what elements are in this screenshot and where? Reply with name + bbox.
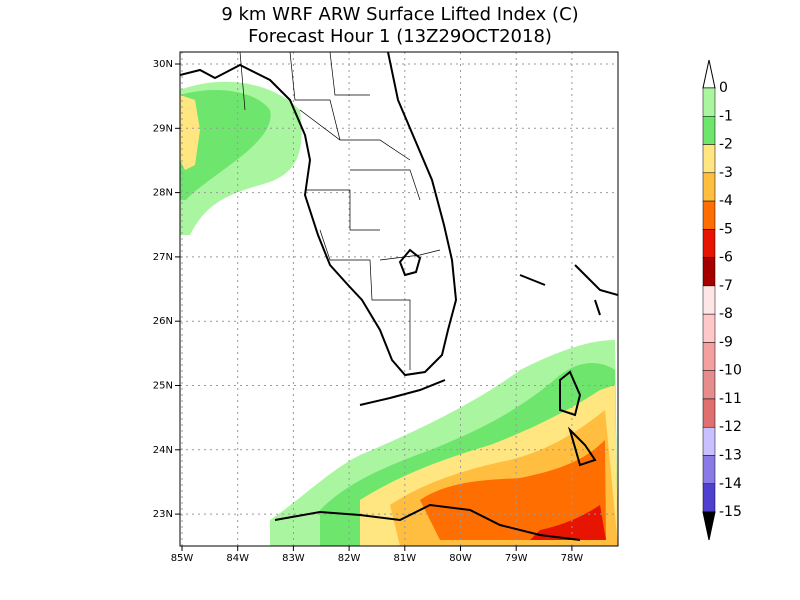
lat-tick-label: 29N	[153, 123, 173, 134]
coastlines	[180, 52, 618, 541]
colorbar-box	[702, 285, 716, 315]
colorbar-label: -5	[719, 221, 733, 237]
colorbar-box	[702, 313, 716, 343]
lat-tick-label: 24N	[153, 445, 173, 456]
colorbar-label: 0	[719, 80, 728, 96]
colorbar-label: -1	[719, 108, 733, 124]
colorbar-box	[702, 144, 716, 174]
colorbar-label: -11	[719, 391, 742, 407]
lon-tick-label: 82W	[338, 553, 361, 564]
colorbar-box	[702, 455, 716, 485]
colorbar-label: -15	[719, 504, 742, 520]
colorbar-label: -7	[719, 278, 733, 294]
lon-tick-label: 85W	[171, 553, 194, 564]
colorbar-box	[702, 229, 716, 258]
map-frame	[179, 51, 619, 547]
lon-tick-label: 78W	[561, 553, 584, 564]
colorbar-label: -6	[719, 250, 733, 266]
lat-tick-label: 23N	[153, 509, 173, 520]
lat-tick-label: 26N	[153, 316, 173, 327]
lon-tick-label: 84W	[226, 553, 249, 564]
colorbar-box	[702, 370, 716, 400]
map: 30N 29N 28N 27N 26N 25N 24N 23N 85W 84W 83W 82W 81W 8…	[153, 51, 619, 564]
title-line: Forecast Hour 1 (13Z29OCT2018)	[248, 26, 552, 47]
colorbar-label: -2	[719, 137, 733, 153]
colorbar-label: -3	[719, 165, 733, 181]
colorbar-box	[702, 200, 716, 230]
colorbar-box	[702, 483, 716, 513]
colorbar-box	[702, 116, 716, 145]
colorbar-label: -9	[719, 334, 733, 350]
lon-tick-label: 81W	[393, 553, 416, 564]
title-line: 9 km WRF ARW Surface Lifted Index (C)	[221, 4, 578, 25]
colorbar-label: -13	[719, 448, 742, 464]
colorbar-label: -10	[719, 363, 742, 379]
colorbar-box	[702, 257, 716, 287]
colorbar-label: -14	[719, 476, 742, 492]
colorbar: 0 -1 -2 -3 -4 -5 -6 -7 -8 -9 -10 -11 -12 -13 -14 -15	[702, 59, 742, 541]
colorbar-box	[702, 172, 716, 202]
colorbar-label: -8	[719, 306, 733, 322]
colorbar-box	[702, 398, 716, 428]
colorbar-box	[702, 342, 716, 371]
lat-tick-label: 28N	[153, 188, 173, 199]
grid: 30N 29N 28N 27N 26N 25N 24N 23N 85W 84W 83W 82W 81W 8…	[153, 52, 618, 564]
lat-tick-label: 25N	[153, 381, 173, 392]
colorbar-label: -4	[719, 193, 733, 209]
shading	[180, 81, 618, 546]
lat-tick-label: 27N	[153, 252, 173, 263]
colorbar-under	[702, 511, 716, 541]
colorbar-label: -12	[719, 419, 742, 435]
lat-tick-label: 30N	[153, 59, 173, 70]
colorbar-box	[702, 87, 716, 117]
colorbar-box	[702, 426, 716, 456]
colorbar-over	[702, 59, 716, 89]
lon-tick-label: 79W	[505, 553, 528, 564]
lon-tick-label: 80W	[449, 553, 472, 564]
lon-tick-label: 83W	[282, 553, 305, 564]
